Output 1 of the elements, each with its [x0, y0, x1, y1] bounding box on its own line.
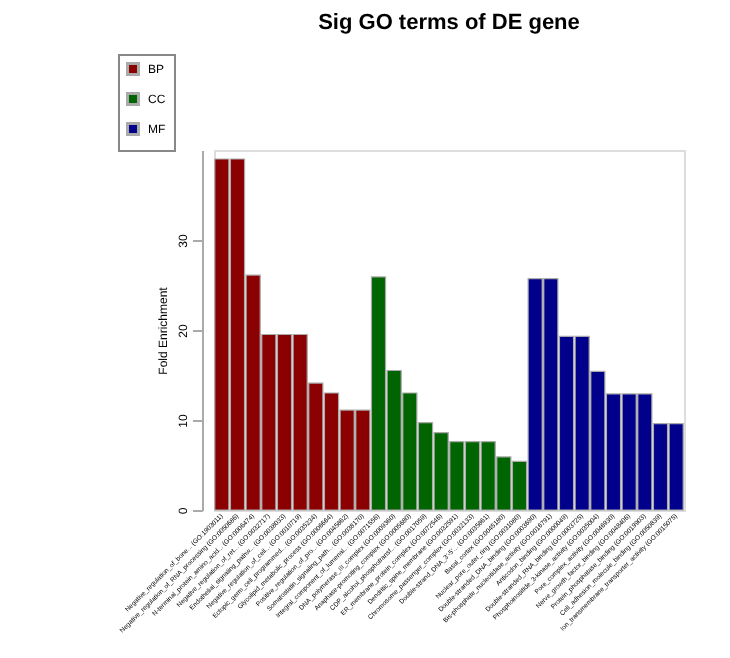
chart-title: Sig GO terms of DE gene — [318, 11, 580, 35]
